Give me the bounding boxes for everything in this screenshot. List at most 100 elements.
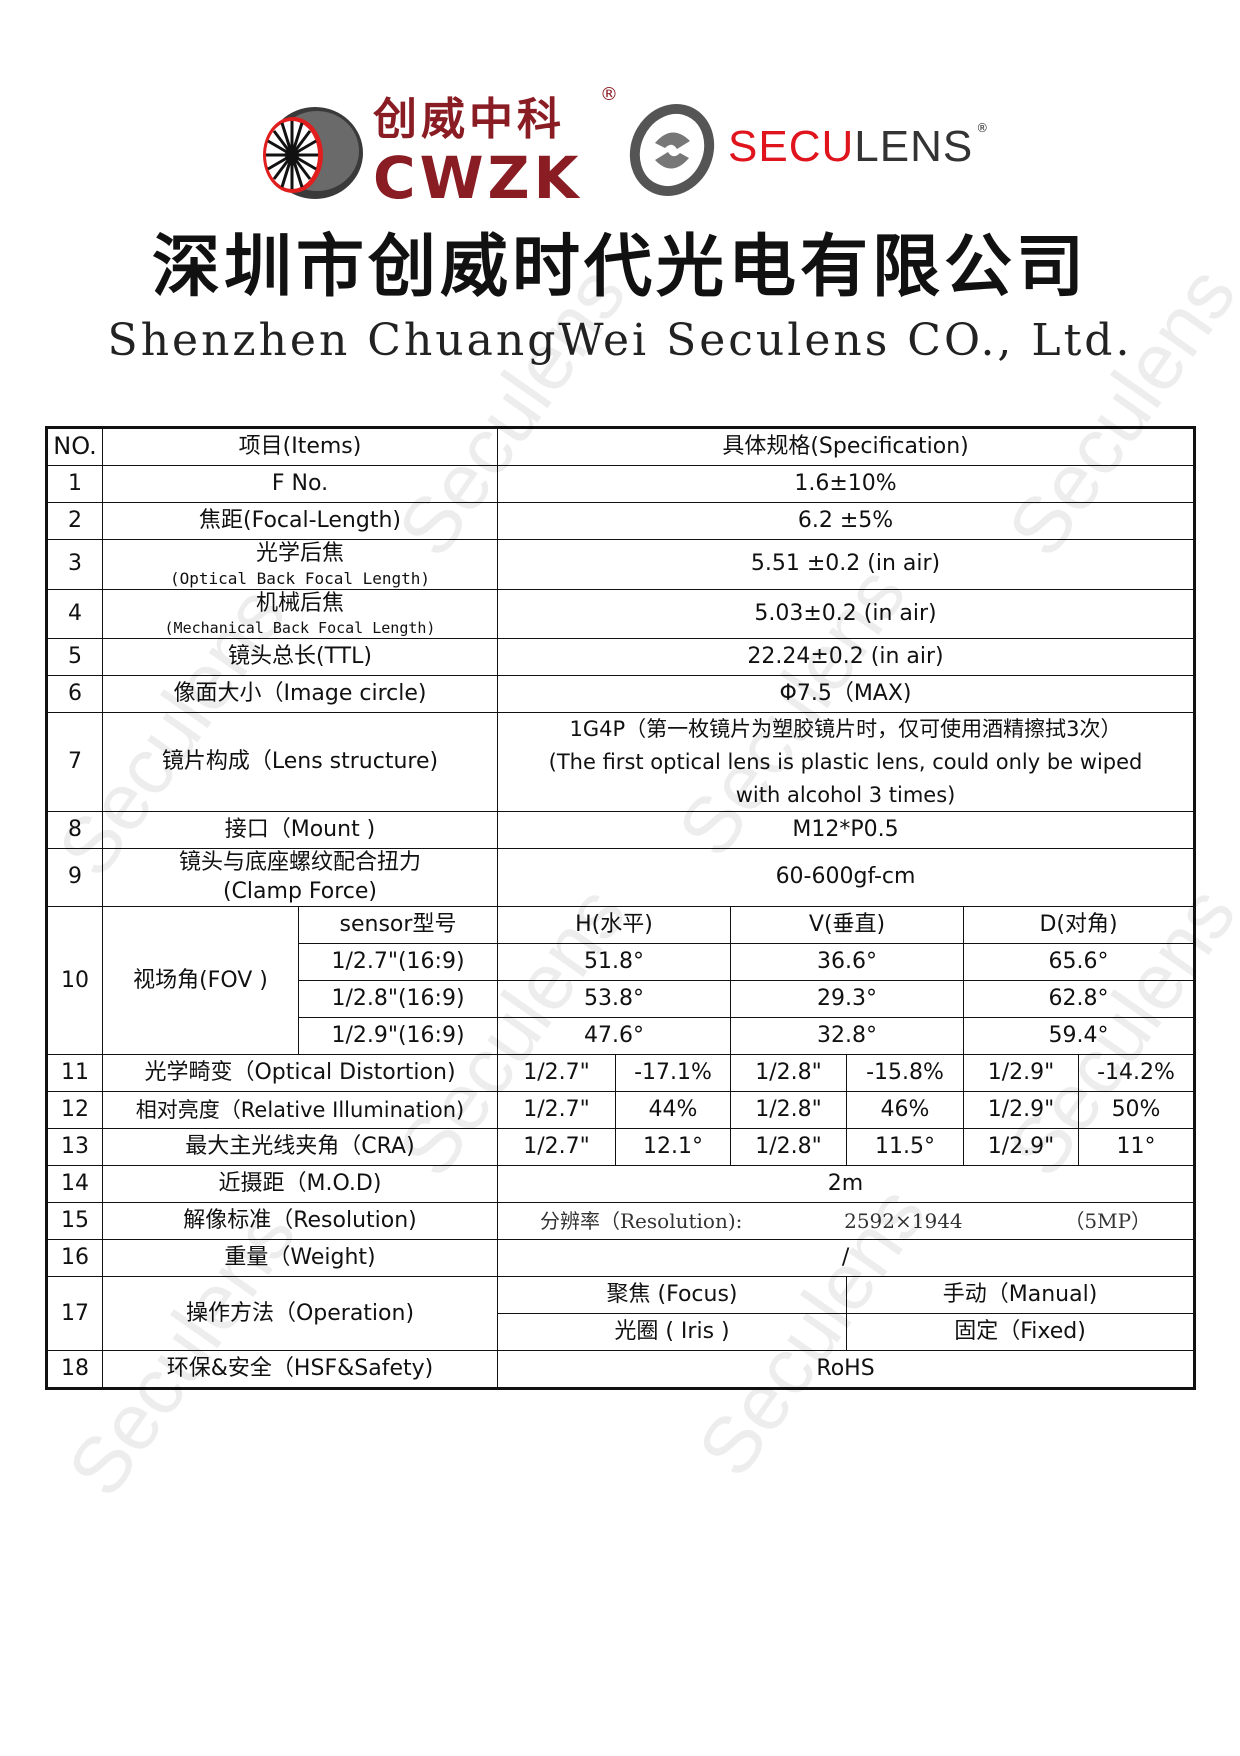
row-item: F No. xyxy=(102,465,498,503)
row-item: 镜片构成（Lens structure) xyxy=(102,712,498,813)
fov-sensor: 1/2.9"(16:9) xyxy=(298,1017,498,1056)
row-item: 接口（Mount ) xyxy=(102,811,498,850)
item-en: (Optical Back Focal Length) xyxy=(169,568,431,588)
row-item: 镜头与底座螺纹配合扭力 (Clamp Force) xyxy=(102,848,498,908)
cell: 1/2.7" xyxy=(497,1091,616,1130)
row-spec: M12*P0.5 xyxy=(496,811,1196,850)
fov-sensor: 1/2.8"(16:9) xyxy=(298,980,498,1019)
row-no: 12 xyxy=(46,1091,103,1130)
table-row: 11 光学畸变（Optical Distortion) 1/2.7" -17.1%… xyxy=(46,1054,1196,1093)
item-en: (Mechanical Back Focal Length) xyxy=(164,618,436,637)
fov-col-header: D(对角) xyxy=(962,906,1196,945)
item-cn: 镜头与底座螺纹配合扭力 xyxy=(178,850,421,876)
company-name-en: Shenzhen ChuangWei Seculens CO., Ltd. xyxy=(107,315,1133,366)
row-spec: 1G4P（第一枚镜片为塑胶镜片时，仅可使用酒精擦拭3次） (The first o… xyxy=(496,712,1196,813)
table-row: 5 镜头总长(TTL) 22.24±0.2 (in air) xyxy=(46,638,1196,677)
cell: 12.1° xyxy=(615,1128,731,1167)
specification-table: NO. 项目(Items) 具体规格(Specification) 1 F No… xyxy=(45,426,1197,1391)
fov-col-header: H(水平) xyxy=(497,906,731,945)
row-no: 4 xyxy=(46,589,103,640)
fov-col-header: sensor型号 xyxy=(298,906,498,945)
cell: -14.2% xyxy=(1077,1054,1196,1093)
table-row: 6 像面大小（Image circle) Φ7.5（MAX) xyxy=(46,675,1196,714)
item-cn: 光学后焦 xyxy=(255,541,344,566)
header-spec: 具体规格(Specification) xyxy=(496,427,1196,466)
fov-header-row: 10 视场角(FOV ) sensor型号 H(水平) V(垂直) D(对角) xyxy=(46,906,1196,1056)
row-no: 13 xyxy=(46,1128,103,1167)
cell: 光圈 ( Iris ) xyxy=(497,1313,847,1352)
spec-line: (The first optical lens is plastic lens,… xyxy=(548,750,1143,775)
cwzk-logo-en: CWZK xyxy=(373,144,583,212)
item-cn: 机械后焦 xyxy=(255,591,344,617)
table-row: 9 镜头与底座螺纹配合扭力 (Clamp Force) 60-600gf-cm xyxy=(46,848,1196,908)
row-spec: 22.24±0.2 (in air) xyxy=(496,638,1196,677)
registered-mark: ® xyxy=(600,84,618,105)
seculens-emblem-icon xyxy=(629,104,715,196)
row-item: 机械后焦 (Mechanical Back Focal Length) xyxy=(102,589,498,640)
fov-v: 32.8° xyxy=(730,1017,964,1056)
row-no: 15 xyxy=(46,1202,103,1241)
table-row: 17 操作方法（Operation) 聚焦 (Focus) 手动（Manual) xyxy=(46,1276,1196,1352)
row-no: 10 xyxy=(46,906,103,1056)
fov-v: 29.3° xyxy=(730,980,964,1019)
resolution-value: 2592×1944 xyxy=(844,1209,963,1234)
row-no: 17 xyxy=(46,1276,103,1352)
row-item: 重量（Weight) xyxy=(102,1239,498,1278)
row-item: 像面大小（Image circle) xyxy=(102,675,498,714)
row-no: 7 xyxy=(46,712,103,813)
fov-col-header: V(垂直) xyxy=(730,906,964,945)
seculens-logo: SECULENS ® xyxy=(728,119,988,175)
row-no: 11 xyxy=(46,1054,103,1093)
row-no: 8 xyxy=(46,811,103,850)
cell: 1/2.9" xyxy=(963,1091,1079,1130)
cwzk-lens-emblem-icon xyxy=(263,107,363,199)
table-row: 光圈 ( Iris ) 固定（Fixed) xyxy=(47,1313,1196,1352)
row-no: 6 xyxy=(46,675,103,714)
row-no: 3 xyxy=(46,538,103,591)
resolution-mp: （5MP） xyxy=(1064,1209,1152,1234)
cell: 11.5° xyxy=(846,1128,964,1167)
row-no: 1 xyxy=(46,465,103,503)
cell: 50% xyxy=(1077,1091,1196,1130)
fov-h: 51.8° xyxy=(497,943,731,982)
table-row: 7 镜片构成（Lens structure) 1G4P（第一枚镜片为塑胶镜片时，… xyxy=(46,712,1196,813)
fov-d: 62.8° xyxy=(962,980,1196,1019)
row-spec: 60-600gf-cm xyxy=(496,848,1196,908)
row-spec: RoHS xyxy=(496,1350,1196,1390)
cell: 聚焦 (Focus) xyxy=(497,1276,847,1315)
table-header-row: NO. 项目(Items) 具体规格(Specification) xyxy=(46,427,1196,466)
cell: 1/2.8" xyxy=(730,1128,847,1167)
fov-v: 36.6° xyxy=(730,943,964,982)
row-item: 解像标准（Resolution) xyxy=(102,1202,498,1241)
table-row: 3 光学后焦 (Optical Back Focal Length) 5.51 ±… xyxy=(46,538,1196,591)
table-row: 14 近摄距（M.O.D) 2m xyxy=(46,1165,1196,1204)
row-item: 最大主光线夹角（CRA) xyxy=(102,1128,498,1167)
table-row: 2 焦距(Focal-Length) 6.2 ±5% xyxy=(46,502,1196,540)
registered-mark: ® xyxy=(976,121,989,135)
fov-d: 65.6° xyxy=(962,943,1196,982)
company-name-cn: 深圳市创威时代光电有限公司 xyxy=(151,228,1088,307)
row-spec: 6.2 ±5% xyxy=(496,502,1196,540)
row-spec: 5.51 ±0.2 (in air) xyxy=(496,538,1196,591)
cell: 1/2.9" xyxy=(963,1054,1079,1093)
row-spec: Φ7.5（MAX) xyxy=(496,675,1196,714)
row-spec: 1.6±10% xyxy=(496,465,1196,503)
row-no: 16 xyxy=(46,1239,103,1278)
fov-h: 47.6° xyxy=(497,1017,731,1056)
row-spec: 2m xyxy=(496,1165,1196,1204)
seculens-logo-text: SECULENS xyxy=(728,122,974,171)
cell: -17.1% xyxy=(615,1054,731,1093)
cwzk-logo-cn: 创威中科 xyxy=(373,94,565,145)
logo-area: 创威中科 ® CWZK SECULENS ® xyxy=(255,85,1015,212)
spec-line: with alcohol 3 times) xyxy=(735,782,956,807)
table-row: 1 F No. 1.6±10% xyxy=(46,465,1196,503)
table-row: 8 接口（Mount ) M12*P0.5 xyxy=(46,811,1196,850)
table-row: 16 重量（Weight) / xyxy=(46,1239,1196,1278)
row-item: 相对亮度（Relative Illumination) xyxy=(102,1091,498,1130)
fov-d: 59.4° xyxy=(962,1017,1196,1056)
cell: 1/2.7" xyxy=(497,1054,616,1093)
spec-line: 1G4P（第一枚镜片为塑胶镜片时，仅可使用酒精擦拭3次） xyxy=(569,717,1122,742)
fov-sensor: 1/2.7"(16:9) xyxy=(298,943,498,982)
row-item: 光学后焦 (Optical Back Focal Length) xyxy=(102,538,498,591)
cell: 46% xyxy=(846,1091,964,1130)
